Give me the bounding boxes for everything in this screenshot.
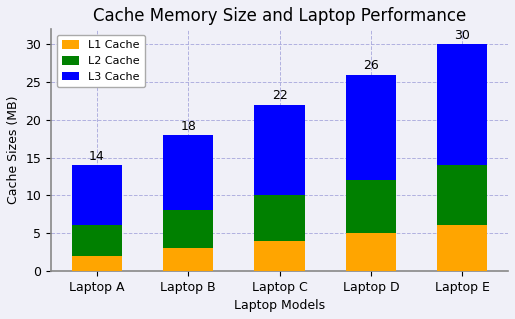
Bar xyxy=(163,135,213,211)
Y-axis label: Cache Sizes (MB): Cache Sizes (MB) xyxy=(7,96,20,204)
Bar xyxy=(72,165,122,226)
Legend: L1 Cache, L2 Cache, L3 Cache: L1 Cache, L2 Cache, L3 Cache xyxy=(57,35,145,87)
Bar xyxy=(163,211,213,248)
Bar xyxy=(437,44,488,165)
Text: 14: 14 xyxy=(89,150,105,163)
Bar xyxy=(437,165,488,226)
Bar xyxy=(346,233,396,271)
Bar xyxy=(72,226,122,256)
Bar xyxy=(346,180,396,233)
Bar xyxy=(72,256,122,271)
Bar xyxy=(254,105,305,195)
Text: 30: 30 xyxy=(454,29,470,42)
Text: 18: 18 xyxy=(180,120,196,133)
Text: 22: 22 xyxy=(272,90,287,102)
Bar xyxy=(437,226,488,271)
Bar xyxy=(254,241,305,271)
Bar xyxy=(346,75,396,180)
X-axis label: Laptop Models: Laptop Models xyxy=(234,299,325,312)
Title: Cache Memory Size and Laptop Performance: Cache Memory Size and Laptop Performance xyxy=(93,7,466,25)
Text: 26: 26 xyxy=(363,59,379,72)
Bar xyxy=(163,248,213,271)
Bar xyxy=(254,195,305,241)
